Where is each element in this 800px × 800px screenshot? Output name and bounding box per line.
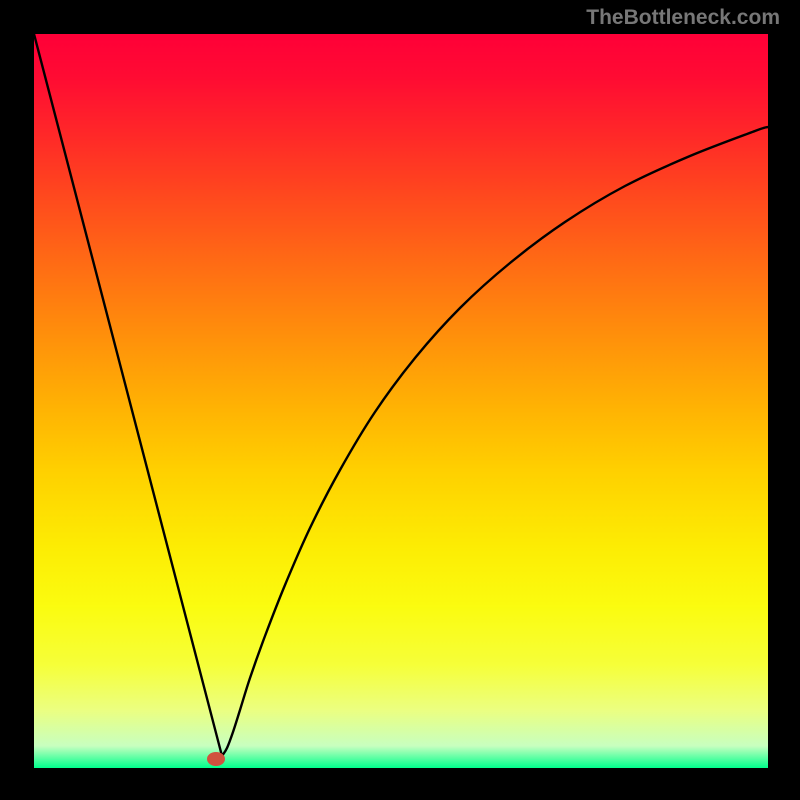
gradient-background (34, 34, 768, 768)
plot-area (34, 34, 768, 768)
bottleneck-chart: TheBottleneck.com (0, 0, 800, 800)
watermark-text: TheBottleneck.com (586, 6, 780, 30)
